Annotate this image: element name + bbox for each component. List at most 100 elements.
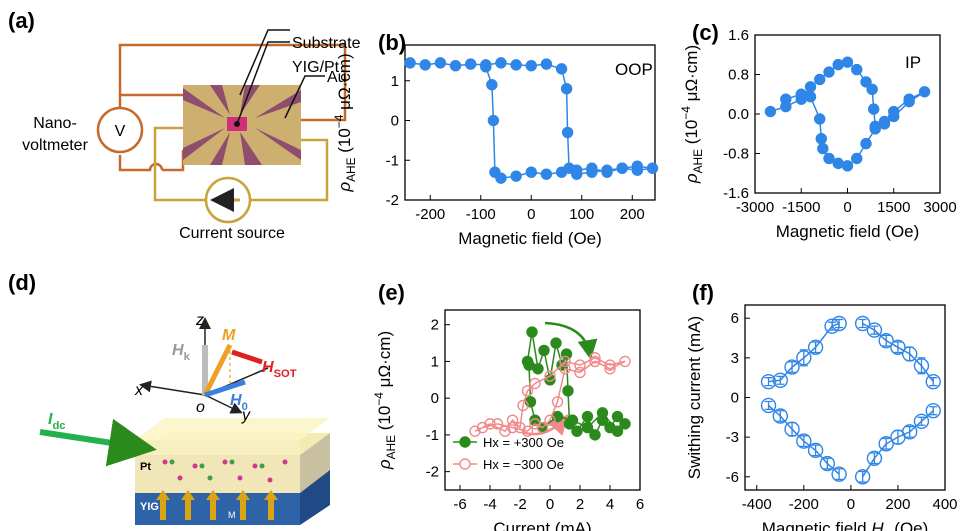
- data-point: [815, 74, 825, 84]
- data-point: [806, 82, 816, 92]
- data-point: [833, 158, 843, 168]
- x-tick-label: 6: [636, 496, 644, 513]
- data-point: [527, 327, 537, 337]
- x-tick-label: 1500: [877, 199, 910, 216]
- y-axis-label: ρAHE (10−4 μΩ·cm): [679, 45, 705, 184]
- data-point: [562, 84, 572, 94]
- legend-marker: [460, 459, 470, 469]
- data-point: [511, 171, 521, 181]
- vector-label-part: H: [262, 359, 274, 376]
- data-point: [824, 67, 834, 77]
- panel-label: (c): [692, 20, 719, 45]
- x-tick-label: 3000: [923, 199, 956, 216]
- x-tick-label: 2: [576, 496, 584, 513]
- data-point: [870, 124, 880, 134]
- diagram-label: V: [115, 123, 126, 140]
- current-label-part: dc: [52, 420, 65, 432]
- y-axis-label: Swithing current (mA): [685, 316, 704, 479]
- y-axis-label: ρAHE (10−4 μΩ·cm): [372, 331, 398, 470]
- y-tick-label: 1: [431, 353, 439, 370]
- vector-label: M: [222, 327, 236, 344]
- x-tick-label: 4: [606, 496, 614, 513]
- data-point: [490, 167, 500, 177]
- data-point: [647, 163, 657, 173]
- x-tick-label: -200: [789, 496, 819, 513]
- data-point: [867, 84, 877, 94]
- y-axis-label-part: AHE: [344, 157, 358, 182]
- y-tick-label: 0.0: [728, 106, 749, 123]
- x-tick-label: -2: [513, 496, 526, 513]
- data-point: [806, 92, 816, 102]
- x-tick-label: -4: [483, 496, 496, 513]
- data-point: [852, 65, 862, 75]
- vector-label-part: SOT: [274, 368, 297, 380]
- y-tick-label: 1: [391, 73, 399, 90]
- legend-label: Hx = −300 Oe: [483, 457, 564, 472]
- x-axis-label: Magnetic field Hx (Oe): [762, 519, 929, 531]
- y-tick-label: 0: [431, 390, 439, 407]
- y-axis-label-part: μΩ·cm): [375, 331, 394, 392]
- data-point: [587, 163, 597, 173]
- panel-label: (b): [378, 30, 406, 55]
- error-bar: [894, 342, 902, 353]
- data-point: [632, 161, 642, 171]
- annotation: OOP: [615, 60, 653, 79]
- panel-label: (f): [692, 280, 714, 305]
- vector-label-part: H: [172, 342, 184, 359]
- y-axis-label-part: −4: [372, 392, 386, 406]
- data-point: [583, 412, 593, 422]
- data-point: [568, 415, 578, 425]
- error-bar: [906, 347, 914, 360]
- y-axis-label-part: μΩ·cm): [335, 53, 354, 114]
- error-bar: [917, 358, 925, 374]
- y-tick-label: -1: [426, 427, 439, 444]
- axis-name: x: [134, 382, 144, 399]
- y-axis-label: ρAHE (10−4 μΩ·cm): [332, 53, 358, 192]
- x-axis-label-part: Magnetic field (Oe): [776, 222, 920, 241]
- figure: (a)(b)(c)(d)(e)(f)SubstrateYIG/PtAuVNano…: [0, 0, 969, 531]
- series-line: [410, 63, 652, 178]
- vector-label-part: 0: [242, 401, 248, 413]
- plot-frame: [745, 305, 945, 490]
- data-point: [405, 58, 415, 68]
- current-label: Idc: [48, 411, 66, 432]
- y-tick-label: -1: [386, 152, 399, 169]
- x-axis-label-part: (Oe): [890, 519, 929, 531]
- y-tick-label: 2: [431, 317, 439, 334]
- x-tick-label: 400: [932, 496, 957, 513]
- data-point: [824, 153, 834, 163]
- y-axis-label-part: μΩ·cm): [682, 45, 701, 106]
- legend-marker: [460, 437, 470, 447]
- error-bar: [788, 423, 796, 436]
- data-point: [818, 144, 828, 154]
- panel-label: (a): [8, 8, 35, 33]
- vector-label: HSOT: [262, 359, 297, 380]
- error-bar: [835, 469, 843, 480]
- data-point: [526, 61, 536, 71]
- y-tick-label: -2: [386, 192, 399, 209]
- layer-label: YIG: [140, 501, 159, 513]
- vector-label: Hk: [172, 342, 191, 363]
- data-point: [920, 87, 930, 97]
- data-point: [420, 60, 430, 70]
- panel-label: (d): [8, 270, 36, 295]
- y-axis-label-part: Swithing current (mA): [685, 316, 704, 479]
- data-point: [833, 60, 843, 70]
- data-point: [435, 58, 445, 68]
- x-tick-label: -400: [742, 496, 772, 513]
- x-tick-label: -6: [453, 496, 466, 513]
- data-point: [557, 167, 567, 177]
- y-tick-label: 3: [731, 350, 739, 367]
- data-point: [551, 338, 561, 348]
- x-axis-label-part: Magnetic field (Oe): [458, 229, 602, 248]
- y-axis-label-part: AHE: [384, 435, 398, 460]
- x-axis-label-part: Current (mA): [493, 519, 591, 531]
- x-tick-label: -1500: [782, 199, 820, 216]
- x-tick-label: -200: [415, 206, 445, 223]
- data-point: [598, 408, 608, 418]
- x-tick-label: 100: [569, 206, 594, 223]
- data-point: [904, 94, 914, 104]
- y-tick-label: -1.6: [723, 185, 749, 202]
- data-point: [765, 107, 775, 117]
- x-axis-label: Magnetic field (Oe): [458, 229, 602, 248]
